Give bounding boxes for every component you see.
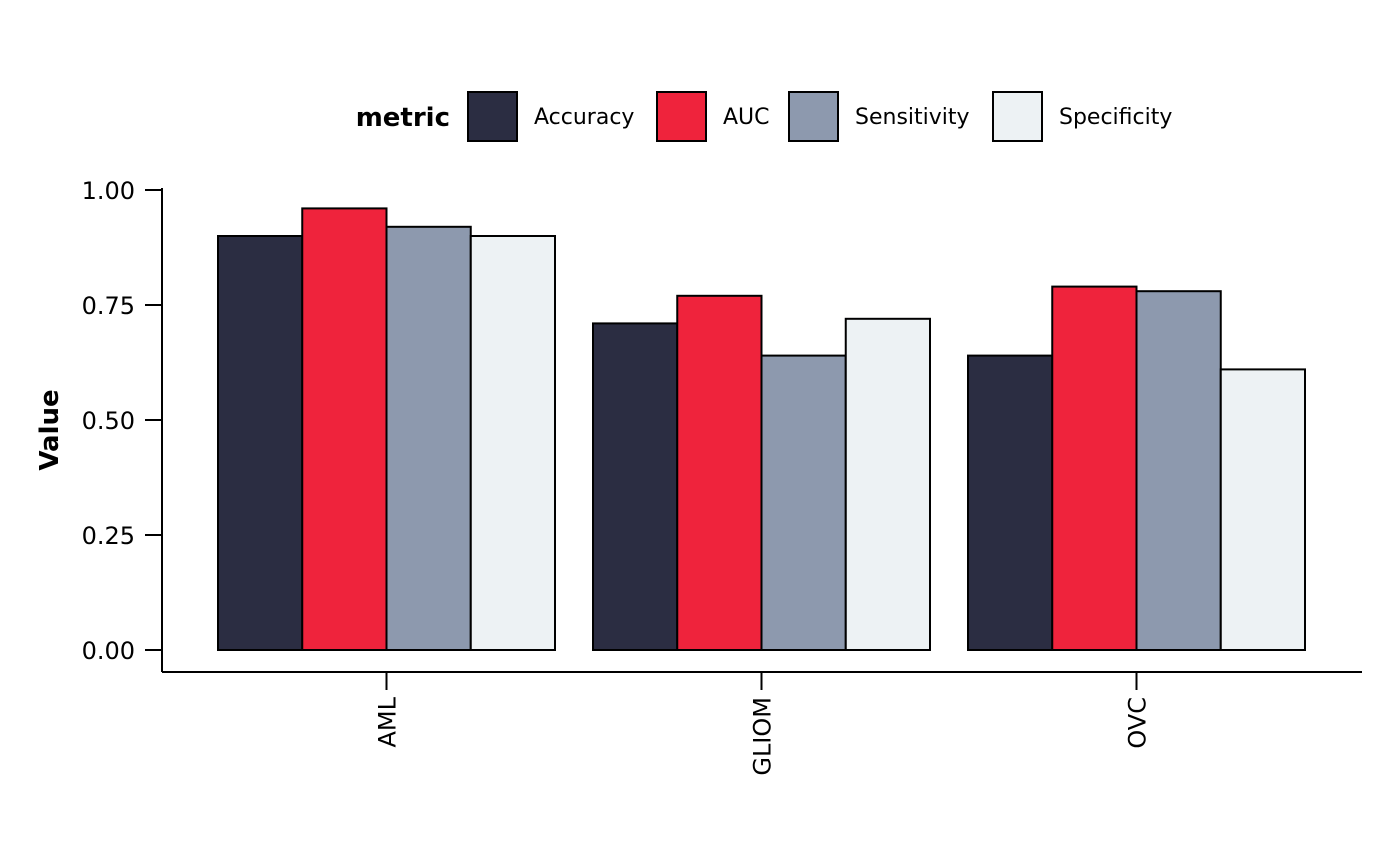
legend-title: metric: [356, 103, 450, 133]
x-axis: AML GLIOM OVC: [162, 671, 1362, 776]
bar-aml-specificity: [469, 235, 556, 651]
legend-swatch-specificity: [992, 91, 1043, 142]
y-tick-label: 0.50: [82, 407, 135, 435]
bar-aml-sensitivity: [385, 225, 472, 652]
bar-ovc-auc: [1051, 285, 1138, 651]
legend-label-accuracy: Accuracy: [534, 105, 634, 130]
bar-ovc-sensitivity: [1135, 290, 1222, 651]
legend-label-auc: AUC: [723, 105, 770, 130]
legend-label-specificity: Specificity: [1059, 105, 1172, 130]
legend-swatch-auc: [656, 91, 707, 142]
bar-aml-auc: [301, 207, 388, 651]
legend-swatch-accuracy: [467, 91, 518, 142]
y-tick-label: 0.00: [82, 637, 135, 665]
legend-label-sensitivity: Sensitivity: [855, 105, 970, 130]
bar-gliom-specificity: [844, 317, 931, 651]
bar-gliom-auc: [676, 294, 763, 651]
legend-swatch-sensitivity: [788, 91, 839, 142]
x-tick-label-ovc: OVC: [1124, 697, 1152, 749]
y-axis-title: Value: [35, 389, 65, 470]
y-tick-label: 0.75: [82, 292, 135, 320]
bar-gliom-sensitivity: [760, 354, 847, 651]
x-tick-label-gliom: GLIOM: [749, 697, 777, 776]
y-axis: 0.00 0.25 0.50 0.75 1.00: [82, 177, 163, 672]
legend: metric Accuracy AUC Sensitivity Specificity: [356, 91, 1172, 142]
x-tick-label-aml: AML: [374, 696, 402, 747]
y-tick-label: 0.25: [82, 522, 135, 550]
bars: [217, 207, 1306, 652]
bar-gliom-accuracy: [592, 322, 679, 651]
bar-ovc-specificity: [1219, 368, 1306, 651]
bar-aml-accuracy: [217, 235, 304, 651]
bar-ovc-accuracy: [967, 354, 1054, 651]
y-tick-label: 1.00: [82, 177, 135, 205]
